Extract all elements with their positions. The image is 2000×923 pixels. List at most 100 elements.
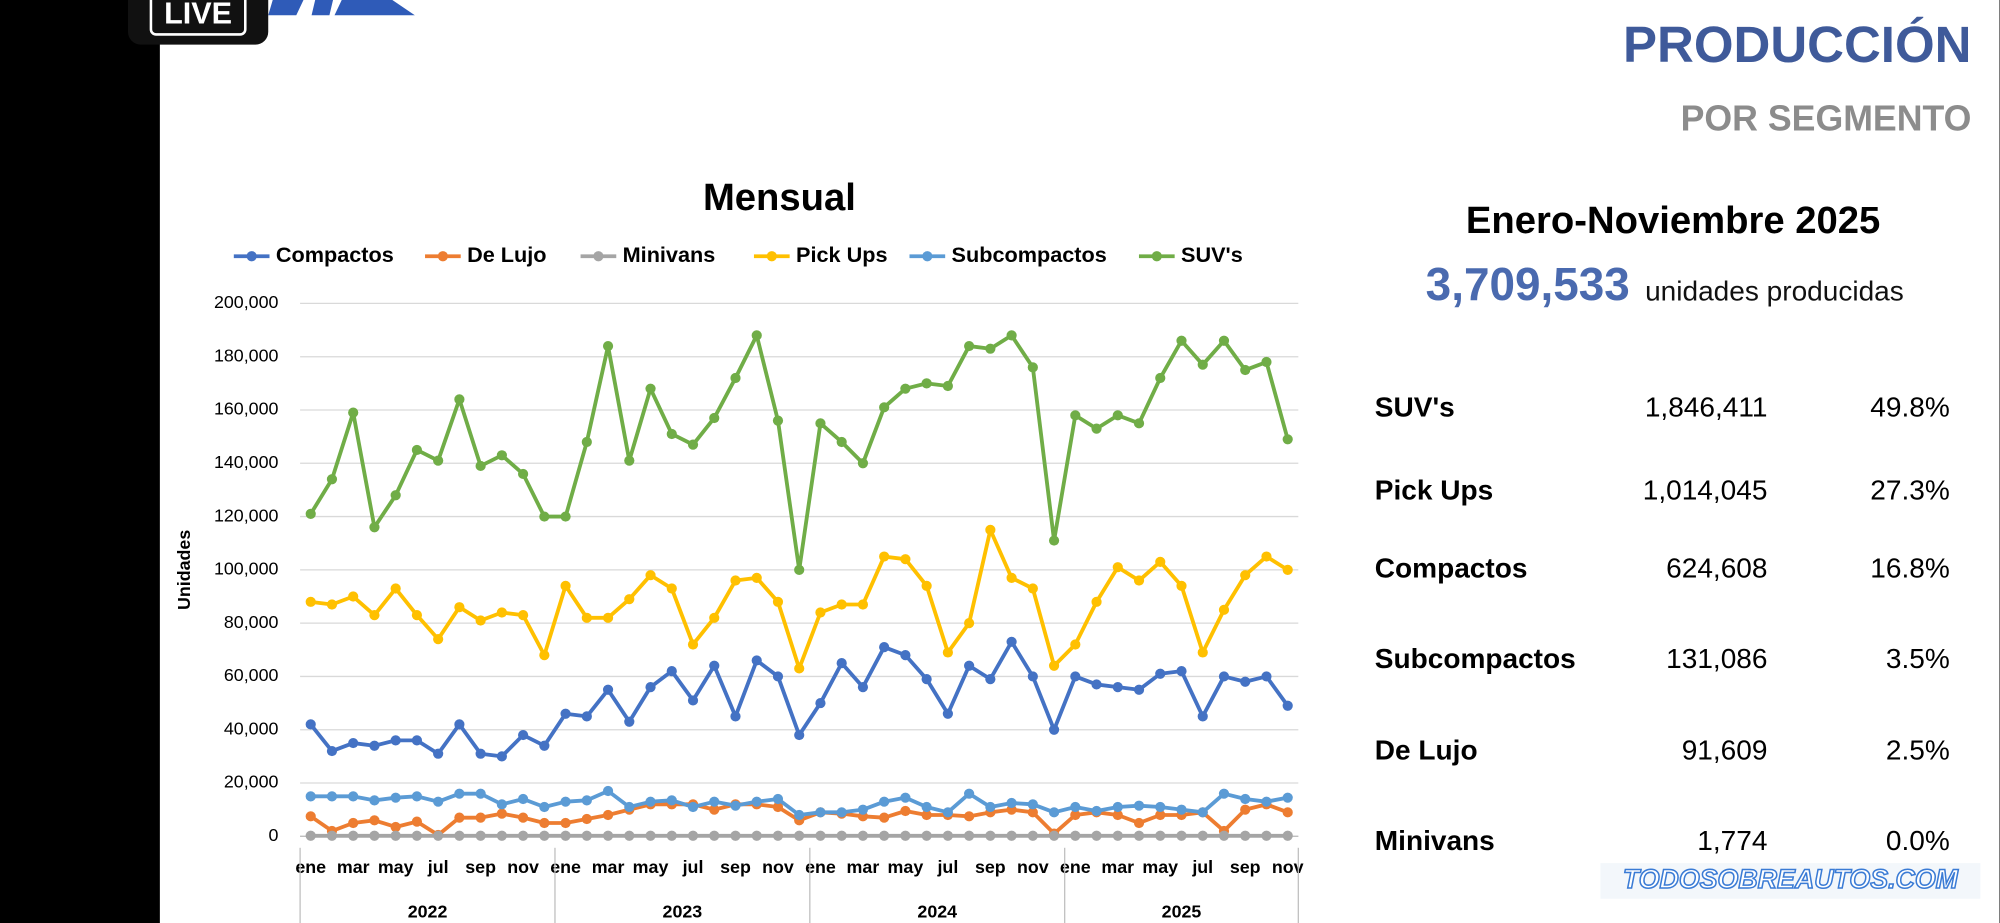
data-point — [348, 817, 359, 829]
legend-label: Minivans — [623, 242, 716, 267]
data-point — [921, 809, 932, 821]
data-point — [581, 830, 592, 841]
data-point — [348, 791, 359, 802]
data-point — [411, 735, 423, 746]
data-point — [560, 817, 571, 829]
data-point — [1006, 830, 1017, 841]
data-point — [794, 663, 805, 674]
data-point — [942, 830, 953, 841]
x-tick-label: may — [1142, 857, 1178, 877]
data-point — [1282, 700, 1293, 711]
data-point — [815, 418, 826, 429]
segment-units: 91,609 — [1682, 735, 1768, 766]
data-point — [879, 642, 890, 653]
data-point — [390, 821, 401, 833]
data-point — [369, 815, 380, 826]
data-point — [751, 796, 762, 807]
data-point — [1133, 800, 1145, 811]
segment-share: 27.3% — [1870, 475, 1949, 506]
data-point — [496, 799, 507, 810]
data-point — [496, 607, 507, 618]
data-point — [560, 796, 571, 807]
data-point — [369, 740, 380, 751]
data-point — [560, 511, 571, 522]
data-point — [433, 796, 444, 807]
data-point — [411, 610, 423, 621]
x-tick-label: jul — [1191, 857, 1213, 877]
data-point — [730, 575, 741, 586]
data-point — [305, 508, 316, 520]
data-point — [730, 711, 741, 722]
data-point — [900, 830, 911, 841]
summary-caption: unidades producidas — [1645, 276, 1904, 307]
data-point — [454, 602, 465, 613]
data-point — [1282, 807, 1293, 818]
data-point — [390, 583, 401, 594]
legend-marker — [437, 251, 448, 262]
y-tick-label: 100,000 — [214, 559, 279, 579]
data-point — [1133, 575, 1145, 586]
data-point — [539, 817, 550, 829]
data-point — [602, 785, 614, 797]
data-point — [1048, 807, 1060, 818]
x-tick-label: may — [888, 857, 924, 877]
summary-period: Enero-Noviembre 2025 — [1466, 199, 1880, 242]
data-point — [1070, 801, 1081, 813]
data-point — [518, 793, 529, 805]
data-point — [411, 830, 423, 841]
data-point — [730, 800, 741, 811]
x-tick-label: sep — [720, 857, 751, 877]
data-point — [942, 807, 953, 818]
x-tick-label: ene — [295, 857, 326, 877]
data-point — [921, 830, 932, 841]
data-point — [1070, 671, 1081, 682]
data-point — [836, 436, 847, 448]
segment-name: SUV's — [1375, 392, 1455, 423]
data-point — [942, 708, 953, 719]
data-point — [1048, 724, 1060, 735]
data-point — [1133, 418, 1145, 429]
data-point — [411, 444, 423, 456]
data-point — [1261, 796, 1272, 807]
data-point — [624, 830, 635, 841]
data-point — [369, 522, 380, 533]
data-point — [326, 830, 338, 841]
data-point — [879, 830, 890, 841]
data-point — [496, 450, 507, 461]
data-point — [1282, 792, 1293, 803]
data-point — [1027, 799, 1038, 810]
data-point — [1197, 807, 1208, 818]
data-point — [1091, 423, 1102, 434]
year-label: 2022 — [408, 902, 448, 922]
data-point — [666, 795, 677, 806]
data-point — [645, 682, 656, 693]
data-point — [475, 748, 486, 759]
data-point — [1133, 830, 1145, 841]
segment-name: Minivans — [1375, 825, 1495, 856]
data-point — [1112, 801, 1123, 813]
year-label: 2024 — [917, 902, 957, 922]
header-subtitle: POR SEGMENTO — [1681, 99, 1972, 139]
segment-share: 16.8% — [1870, 552, 1949, 583]
data-point — [751, 330, 762, 341]
data-point — [1240, 676, 1251, 687]
data-point — [581, 795, 592, 806]
segment-share: 49.8% — [1870, 392, 1949, 423]
watermark: TODOSOBREAUTOS.COM — [1623, 864, 1959, 894]
data-point — [985, 524, 996, 535]
y-axis-title: Unidades — [174, 530, 194, 610]
data-point — [921, 801, 932, 813]
year-label: 2023 — [663, 902, 703, 922]
data-point — [815, 607, 826, 618]
data-point — [666, 830, 677, 841]
data-point — [1218, 604, 1230, 615]
data-point — [900, 792, 911, 803]
data-point — [518, 468, 529, 480]
legend-label: De Lujo — [467, 242, 546, 267]
data-point — [539, 511, 550, 522]
data-point — [390, 490, 401, 501]
segment-share: 3.5% — [1886, 643, 1950, 674]
data-point — [581, 813, 592, 825]
data-point — [772, 671, 784, 682]
